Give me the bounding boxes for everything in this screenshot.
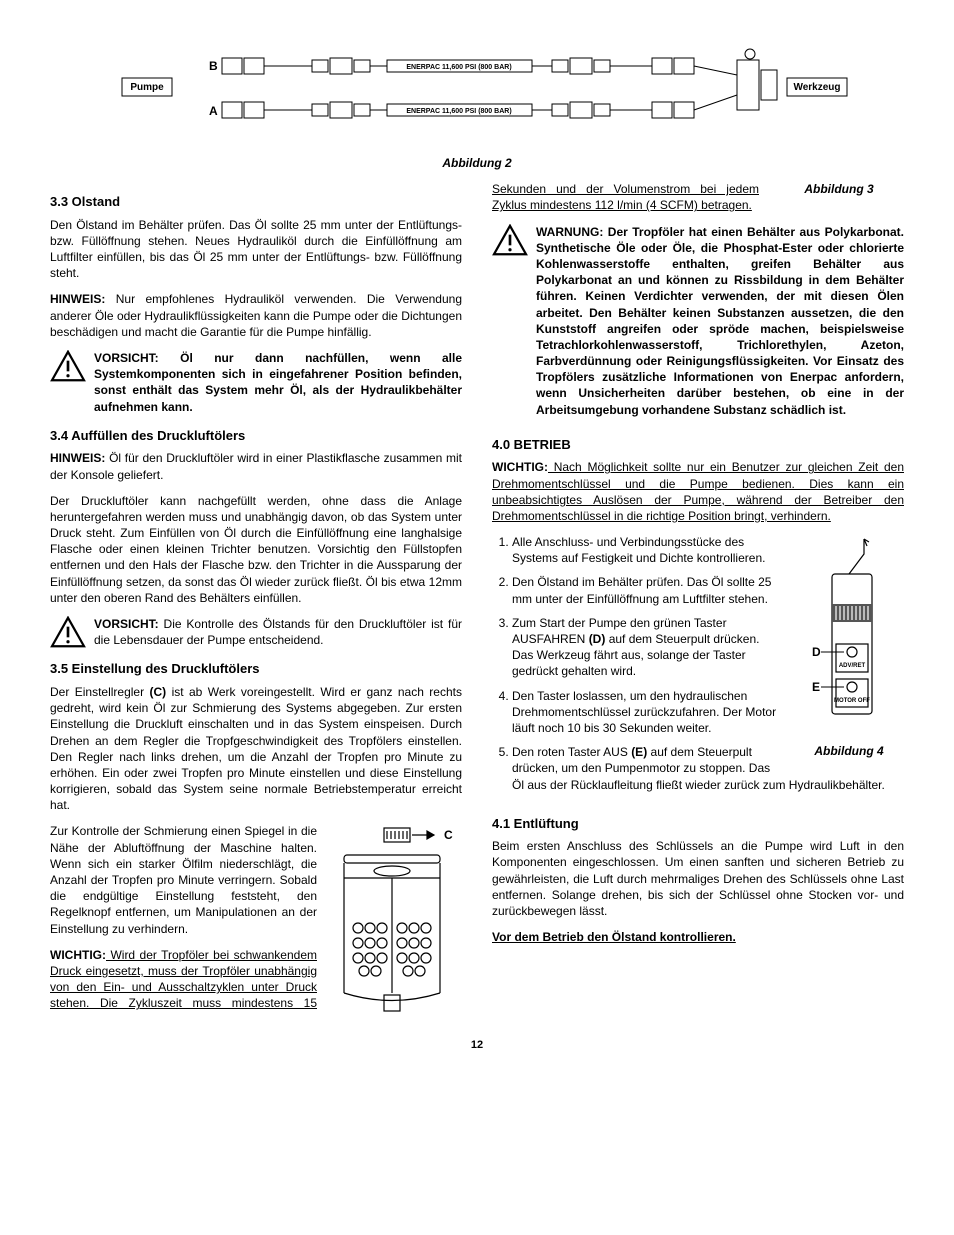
warn-polykarbonat: WARNUNG: Der Tropföler hat einen Behälte… (492, 224, 904, 418)
fig4-block: ADV/RET MOTOR OFF D E Abbildung 4 (794, 534, 904, 759)
sec41-title: 4.1 Entlüftung (492, 815, 904, 833)
sec33-hinweis: HINWEIS: Nur empfohlenes Hydrauliköl ver… (50, 291, 462, 340)
sec35-p1: Der Einstellregler (C) ist ab Werk vorei… (50, 684, 462, 814)
fig2-caption: Abbildung 2 (50, 155, 904, 171)
fig4-e: E (812, 680, 820, 694)
fig4-caption: Abbildung 4 (794, 743, 904, 759)
hose-text-b: ENERPAC 11,600 PSI (800 BAR) (406, 64, 511, 71)
warning-icon (492, 224, 528, 256)
warning-icon (50, 616, 86, 648)
warning-icon (50, 350, 86, 382)
sec35-title: 3.5 Einstellung des Druckluftölers (50, 660, 462, 678)
svg-text:ADV/RET: ADV/RET (839, 663, 866, 669)
fig3-svg: C (332, 823, 462, 1013)
fig4-d: D (812, 645, 821, 659)
hose-text-a: ENERPAC 11,600 PSI (800 BAR) (406, 108, 511, 115)
fig4-svg: ADV/RET MOTOR OFF D E (794, 534, 904, 734)
sec41-p1: Beim ersten Anschluss des Schlüssels an … (492, 838, 904, 919)
sec41-footer: Vor dem Betrieb den Ölstand kontrolliere… (492, 929, 904, 945)
diagram-svg: Pumpe B A ENERPAC 11,600 PSI (800 BAR) (97, 30, 857, 140)
sec34-title: 3.4 Auffüllen des Druckluftölers (50, 427, 462, 445)
page-number: 12 (50, 1038, 904, 1053)
fig3-caption: Abbildung 3 (774, 181, 904, 197)
letter-b: B (209, 59, 218, 73)
pump-label: Pumpe (130, 82, 164, 93)
sec33-vorsicht-block: VORSICHT: Öl nur dann nachfüllen, wenn a… (50, 350, 462, 415)
svg-text:MOTOR OFF: MOTOR OFF (834, 698, 870, 704)
sec40-title: 4.0 BETRIEB (492, 436, 904, 454)
sec40-wichtig: WICHTIG: Nach Möglichkeit sollte nur ein… (492, 459, 904, 524)
sec33-p1: Den Ölstand im Behälter prüfen. Das Öl s… (50, 217, 462, 282)
tool-label: Werkzeug (793, 82, 840, 93)
letter-a: A (209, 104, 218, 118)
fig3-c: C (444, 828, 453, 842)
sec33-title: 3.3 Olstand (50, 193, 462, 211)
sec34-vorsicht-block: VORSICHT: Die Kontrolle des Ölstands für… (50, 616, 462, 648)
sec34-p1: Der Druckluftöler kann nachgefüllt werde… (50, 493, 462, 606)
sec34-hinweis: HINWEIS: Öl für den Druckluftöler wird i… (50, 450, 462, 482)
system-diagram: Pumpe B A ENERPAC 11,600 PSI (800 BAR) (50, 30, 904, 140)
